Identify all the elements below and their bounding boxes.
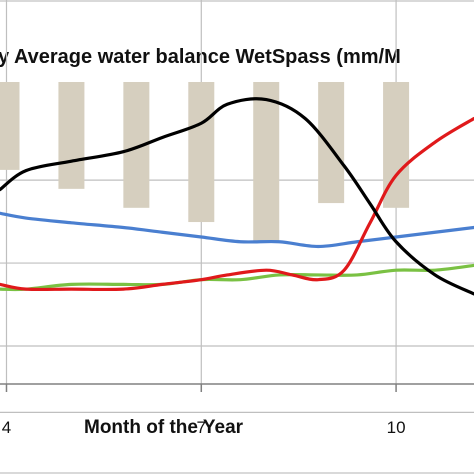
x-tick-label: 10 bbox=[387, 418, 406, 437]
bar bbox=[188, 82, 215, 223]
series-line bbox=[0, 116, 474, 292]
bar bbox=[58, 82, 85, 189]
x-tick-label: 7 bbox=[197, 418, 206, 437]
series-line bbox=[0, 263, 474, 292]
line-series bbox=[0, 97, 474, 296]
x-axis-label: Month of the Year bbox=[84, 417, 244, 438]
bar bbox=[0, 82, 20, 170]
bar bbox=[318, 82, 345, 204]
bar bbox=[253, 82, 280, 241]
x-axis-ticks: 4 7 10 bbox=[2, 384, 406, 437]
bar-series bbox=[0, 82, 410, 241]
chart-title: y Average water balance WetSpass (mm/M bbox=[0, 46, 401, 68]
x-tick-label: 4 bbox=[2, 418, 11, 437]
series-line bbox=[0, 97, 474, 296]
series-line bbox=[0, 211, 474, 249]
